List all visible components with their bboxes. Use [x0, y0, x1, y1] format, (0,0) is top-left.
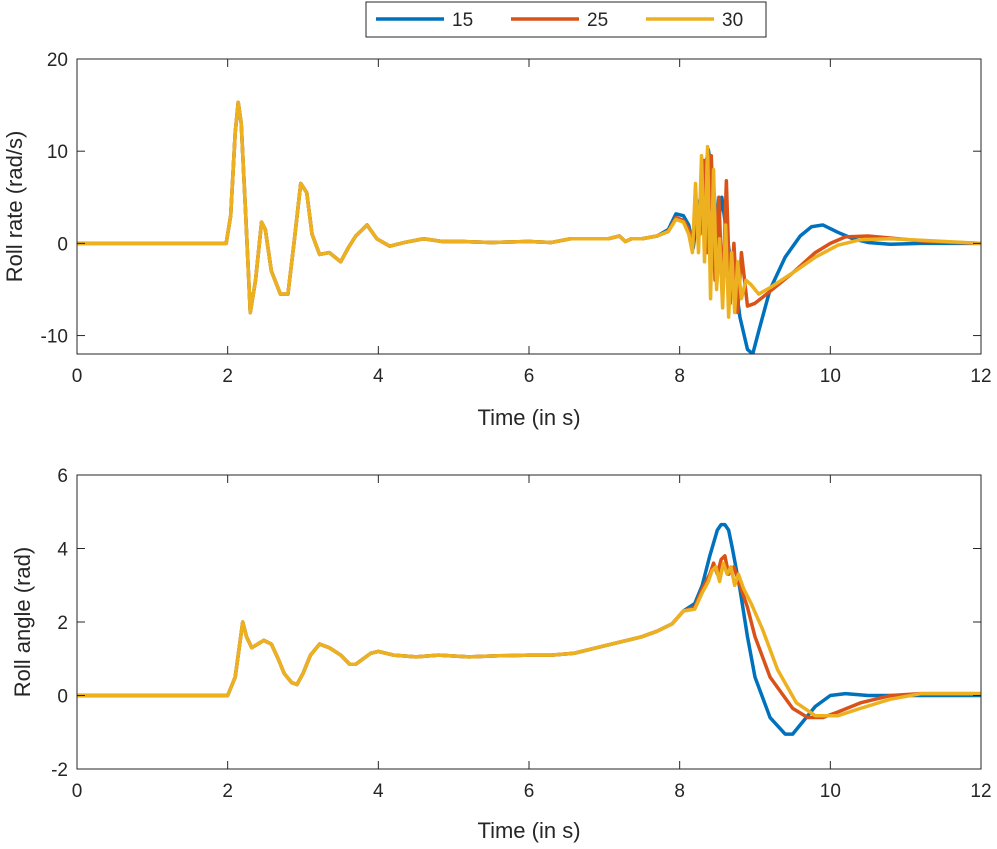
x-tick-label: 10	[820, 781, 841, 802]
x-tick-label: 0	[72, 781, 83, 802]
y-tick-label: 6	[57, 466, 68, 487]
series-line-30	[77, 561, 981, 718]
legend-label-15: 15	[452, 10, 473, 31]
series-line-25	[77, 100, 981, 315]
x-tick-label: 10	[820, 366, 841, 387]
axes-box	[76, 474, 982, 770]
x-tick-label: 4	[373, 781, 384, 802]
x-tick-label: 4	[373, 366, 384, 387]
x-tick-label: 12	[970, 366, 991, 387]
series-line-30	[77, 100, 981, 319]
legend-label-25: 25	[587, 10, 608, 31]
y-tick-label: 4	[57, 540, 68, 561]
y-tick-label: 20	[47, 50, 68, 71]
y-axis-label: Roll angle (rad)	[10, 547, 35, 697]
axes-box	[76, 58, 982, 355]
x-tick-label: 12	[970, 781, 991, 802]
y-tick-label: 0	[57, 234, 68, 255]
x-axis-label: Time (in s)	[477, 405, 580, 430]
series-line-15	[77, 522, 981, 736]
x-tick-label: 8	[674, 781, 685, 802]
x-tick-label: 8	[674, 366, 685, 387]
y-axis-label: Roll rate (rad/s)	[2, 131, 27, 283]
series-line-15	[77, 100, 981, 354]
x-tick-label: 0	[72, 366, 83, 387]
y-tick-label: -2	[51, 760, 68, 781]
y-tick-label: -10	[41, 327, 68, 348]
series-group	[77, 522, 981, 736]
series-group	[77, 100, 981, 354]
y-tick-label: 0	[57, 687, 68, 708]
legend: 15 25 30	[365, 1, 767, 38]
legend-label-30: 30	[722, 10, 743, 31]
x-tick-label: 2	[222, 781, 233, 802]
x-tick-label: 6	[524, 366, 535, 387]
x-tick-label: 6	[524, 781, 535, 802]
x-axis-label: Time (in s)	[477, 818, 580, 843]
x-tick-label: 2	[222, 366, 233, 387]
y-tick-label: 10	[47, 142, 68, 163]
y-tick-label: 2	[57, 613, 68, 634]
